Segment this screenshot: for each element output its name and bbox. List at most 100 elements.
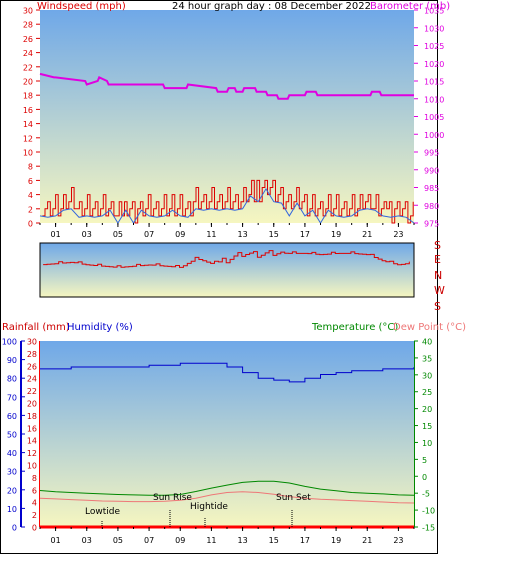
dewpoint-series-line [39, 491, 415, 504]
hour-tick-label: 01 [50, 230, 60, 239]
temperature-tick-label: 10 [422, 439, 432, 448]
barometer-tick-label: 1035 [424, 7, 444, 16]
barometer-tick-label: 1010 [424, 95, 444, 104]
barometer-tick-label: 985 [424, 184, 439, 193]
windspeed-tick-label: 24 [23, 49, 33, 58]
barometer-tick-label: 1005 [424, 113, 444, 122]
temperature-tick-label: -10 [422, 507, 435, 516]
windspeed-average-line [39, 187, 415, 224]
compass-label-s: S [434, 239, 441, 252]
windspeed-series-line [42, 179, 414, 224]
barometer-tick-label: 1000 [424, 131, 444, 140]
rainfall-tick-label: 6 [32, 486, 37, 495]
lowtide-label: Lowtide [85, 507, 120, 517]
temperature-tick-label: -15 [422, 524, 435, 533]
hour-tick-label: 19 [331, 230, 341, 239]
rainfall-axis-title: Rainfall (mm) [2, 322, 70, 333]
hour-tick-label: 15 [269, 230, 279, 239]
temperature-tick-label: 30 [422, 371, 432, 380]
windspeed-tick-label: 14 [23, 120, 33, 129]
hour-tick-label: 05 [113, 536, 123, 545]
temperature-tick-label: 40 [422, 338, 432, 347]
hour-tick-label: 15 [269, 536, 279, 545]
hour-tick-label: 07 [144, 230, 154, 239]
barometer-tick-label: 975 [424, 220, 439, 229]
humidity-tick-label: 100 [2, 338, 17, 347]
rainfall-tick-label: 28 [27, 350, 37, 359]
hour-tick-label: 21 [362, 230, 372, 239]
windspeed-tick-label: 20 [23, 78, 33, 87]
barometer-tick-label: 1015 [424, 78, 444, 87]
hour-tick-label: 23 [393, 230, 403, 239]
hour-tick-label: 01 [50, 536, 60, 545]
wind-pressure-plot-area [40, 10, 414, 223]
humidity-tick-label: 50 [7, 431, 17, 440]
rainfall-tick-label: 4 [32, 499, 37, 508]
hour-tick-label: 05 [113, 230, 123, 239]
humidity-temperature-plot-area [40, 341, 414, 527]
chart-title: 24 hour graph day : 08 December 2022 [172, 1, 371, 12]
humidity-axis-title: Humidity (%) [67, 322, 133, 333]
sunset-label: Sun Set [276, 493, 311, 503]
windspeed-tick-label: 6 [28, 177, 33, 186]
windspeed-tick-label: 10 [23, 149, 33, 158]
windspeed-tick-label: 0 [28, 220, 33, 229]
wind-direction-plot-area [39, 242, 415, 298]
rainfall-tick-label: 0 [32, 524, 37, 533]
compass-label-w: W [434, 284, 445, 297]
temperature-tick-label: 20 [422, 405, 432, 414]
hour-tick-label: 03 [82, 536, 92, 545]
hour-tick-label: 13 [237, 536, 247, 545]
hour-tick-label: 07 [144, 536, 154, 545]
humidity-tick-label: 10 [7, 505, 17, 514]
temperature-series-line [39, 480, 415, 496]
humidity-tick-label: 60 [7, 412, 17, 421]
temperature-tick-label: 35 [422, 354, 432, 363]
barometer-tick-label: 995 [424, 149, 439, 158]
compass-label-n: N [434, 269, 442, 282]
rainfall-tick-label: 22 [27, 387, 37, 396]
hour-tick-label: 11 [206, 230, 216, 239]
hour-tick-label: 17 [300, 230, 310, 239]
hightide-label: Hightide [190, 502, 228, 512]
humidity-tick-label: 20 [7, 486, 17, 495]
rainfall-tick-label: 14 [27, 437, 37, 446]
windspeed-tick-label: 22 [23, 63, 33, 72]
hour-tick-label: 17 [300, 536, 310, 545]
rainfall-tick-label: 20 [27, 400, 37, 409]
hour-tick-label: 03 [82, 230, 92, 239]
humidity-tick-label: 70 [7, 393, 17, 402]
barometer-series-line [39, 72, 414, 100]
humidity-tick-label: 90 [7, 356, 17, 365]
windspeed-tick-label: 2 [28, 205, 33, 214]
barometer-axis-title: Barometer (mb) [370, 1, 450, 12]
barometer-tick-label: 1025 [424, 42, 444, 51]
windspeed-axis-title: Windspeed (mph) [37, 1, 126, 12]
humidity-tick-label: 40 [7, 449, 17, 458]
humidity-series-line [40, 362, 415, 383]
dewpoint-axis-title: Dew Point (°C) [393, 322, 466, 333]
rainfall-tick-label: 2 [32, 511, 37, 520]
temperature-axis-title: Temperature (°C) [311, 322, 398, 333]
temperature-tick-label: 25 [422, 388, 432, 397]
windspeed-tick-label: 28 [23, 21, 33, 30]
windspeed-tick-label: 26 [23, 35, 33, 44]
barometer-tick-label: 980 [424, 202, 439, 211]
hour-tick-label: 11 [206, 536, 216, 545]
windspeed-tick-label: 8 [28, 163, 33, 172]
hour-tick-label: 23 [393, 536, 403, 545]
windspeed-tick-label: 4 [28, 191, 33, 200]
windspeed-tick-label: 30 [23, 7, 33, 16]
barometer-tick-label: 1030 [424, 24, 444, 33]
temperature-tick-label: 5 [422, 456, 427, 465]
temperature-tick-label: 15 [422, 422, 432, 431]
compass-label-e: E [434, 253, 441, 266]
temperature-tick-label: 0 [422, 473, 427, 482]
hour-tick-label: 09 [175, 230, 185, 239]
rainfall-tick-label: 24 [27, 375, 37, 384]
windspeed-tick-label: 12 [23, 134, 33, 143]
rainfall-tick-label: 12 [27, 449, 37, 458]
hour-tick-label: 19 [331, 536, 341, 545]
